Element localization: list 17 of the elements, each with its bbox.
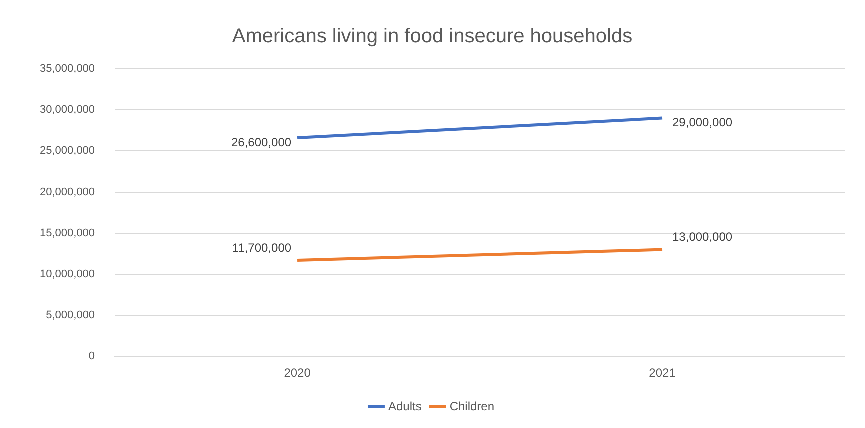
chart-title: Americans living in food insecure households (232, 26, 633, 48)
y-tick-label: 35,000,000 (40, 63, 96, 76)
data-label: 11,700,000 (232, 240, 292, 255)
y-tick-label: 15,000,000 (40, 227, 96, 240)
x-tick-label: 2021 (649, 366, 676, 380)
y-tick-label: 5,000,000 (46, 310, 96, 322)
data-label: 26,600,000 (231, 135, 292, 150)
y-tick-label: 0 (88, 350, 96, 363)
legend-label: Adults (388, 399, 422, 414)
y-tick-label: 25,000,000 (40, 145, 96, 158)
data-label: 29,000,000 (672, 116, 733, 130)
y-tick-label: 20,000,000 (40, 186, 96, 198)
x-tick-label: 2020 (284, 366, 312, 380)
data-label: 13,000,000 (672, 230, 733, 244)
y-tick-label: 10,000,000 (40, 268, 96, 280)
y-tick-label: 30,000,000 (40, 104, 96, 116)
legend-label: Children (450, 399, 495, 414)
